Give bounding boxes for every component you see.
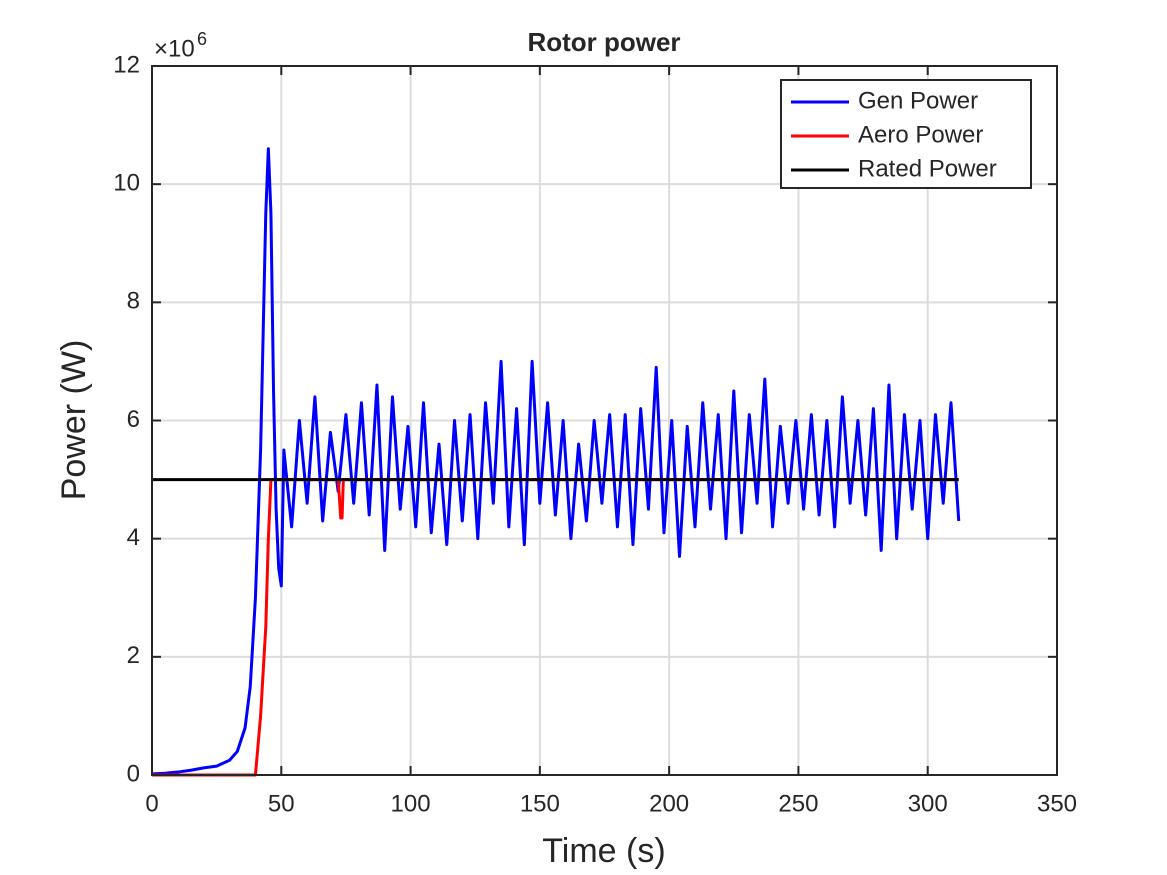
y-tick-label: 12 xyxy=(113,51,140,78)
legend-label: Gen Power xyxy=(858,87,978,114)
y-tick-label: 10 xyxy=(113,170,140,197)
y-tick-label: 8 xyxy=(127,288,140,315)
x-tick-label: 200 xyxy=(649,790,689,817)
y-multiplier: ×10 xyxy=(154,35,195,62)
legend-label: Aero Power xyxy=(858,121,983,148)
y-multiplier-exponent: 6 xyxy=(197,29,207,49)
x-tick-label: 100 xyxy=(391,790,431,817)
y-tick-label: 6 xyxy=(127,406,140,433)
x-tick-label: 50 xyxy=(268,790,295,817)
y-tick-label: 4 xyxy=(127,524,140,551)
chart-title: Rotor power xyxy=(527,27,680,57)
y-tick-label: 0 xyxy=(127,760,140,787)
x-tick-label: 350 xyxy=(1037,790,1077,817)
series-line xyxy=(151,147,961,776)
x-tick-label: 300 xyxy=(908,790,948,817)
x-tick-label: 0 xyxy=(145,790,158,817)
x-axis-label: Time (s) xyxy=(542,832,665,870)
series-line xyxy=(152,478,959,777)
x-tick-label: 150 xyxy=(520,790,560,817)
legend-label: Rated Power xyxy=(858,155,997,182)
plot-frame xyxy=(151,65,1058,776)
y-axis-label: Power (W) xyxy=(55,340,93,501)
x-tick-label: 250 xyxy=(778,790,818,817)
y-tick-label: 2 xyxy=(127,642,140,669)
